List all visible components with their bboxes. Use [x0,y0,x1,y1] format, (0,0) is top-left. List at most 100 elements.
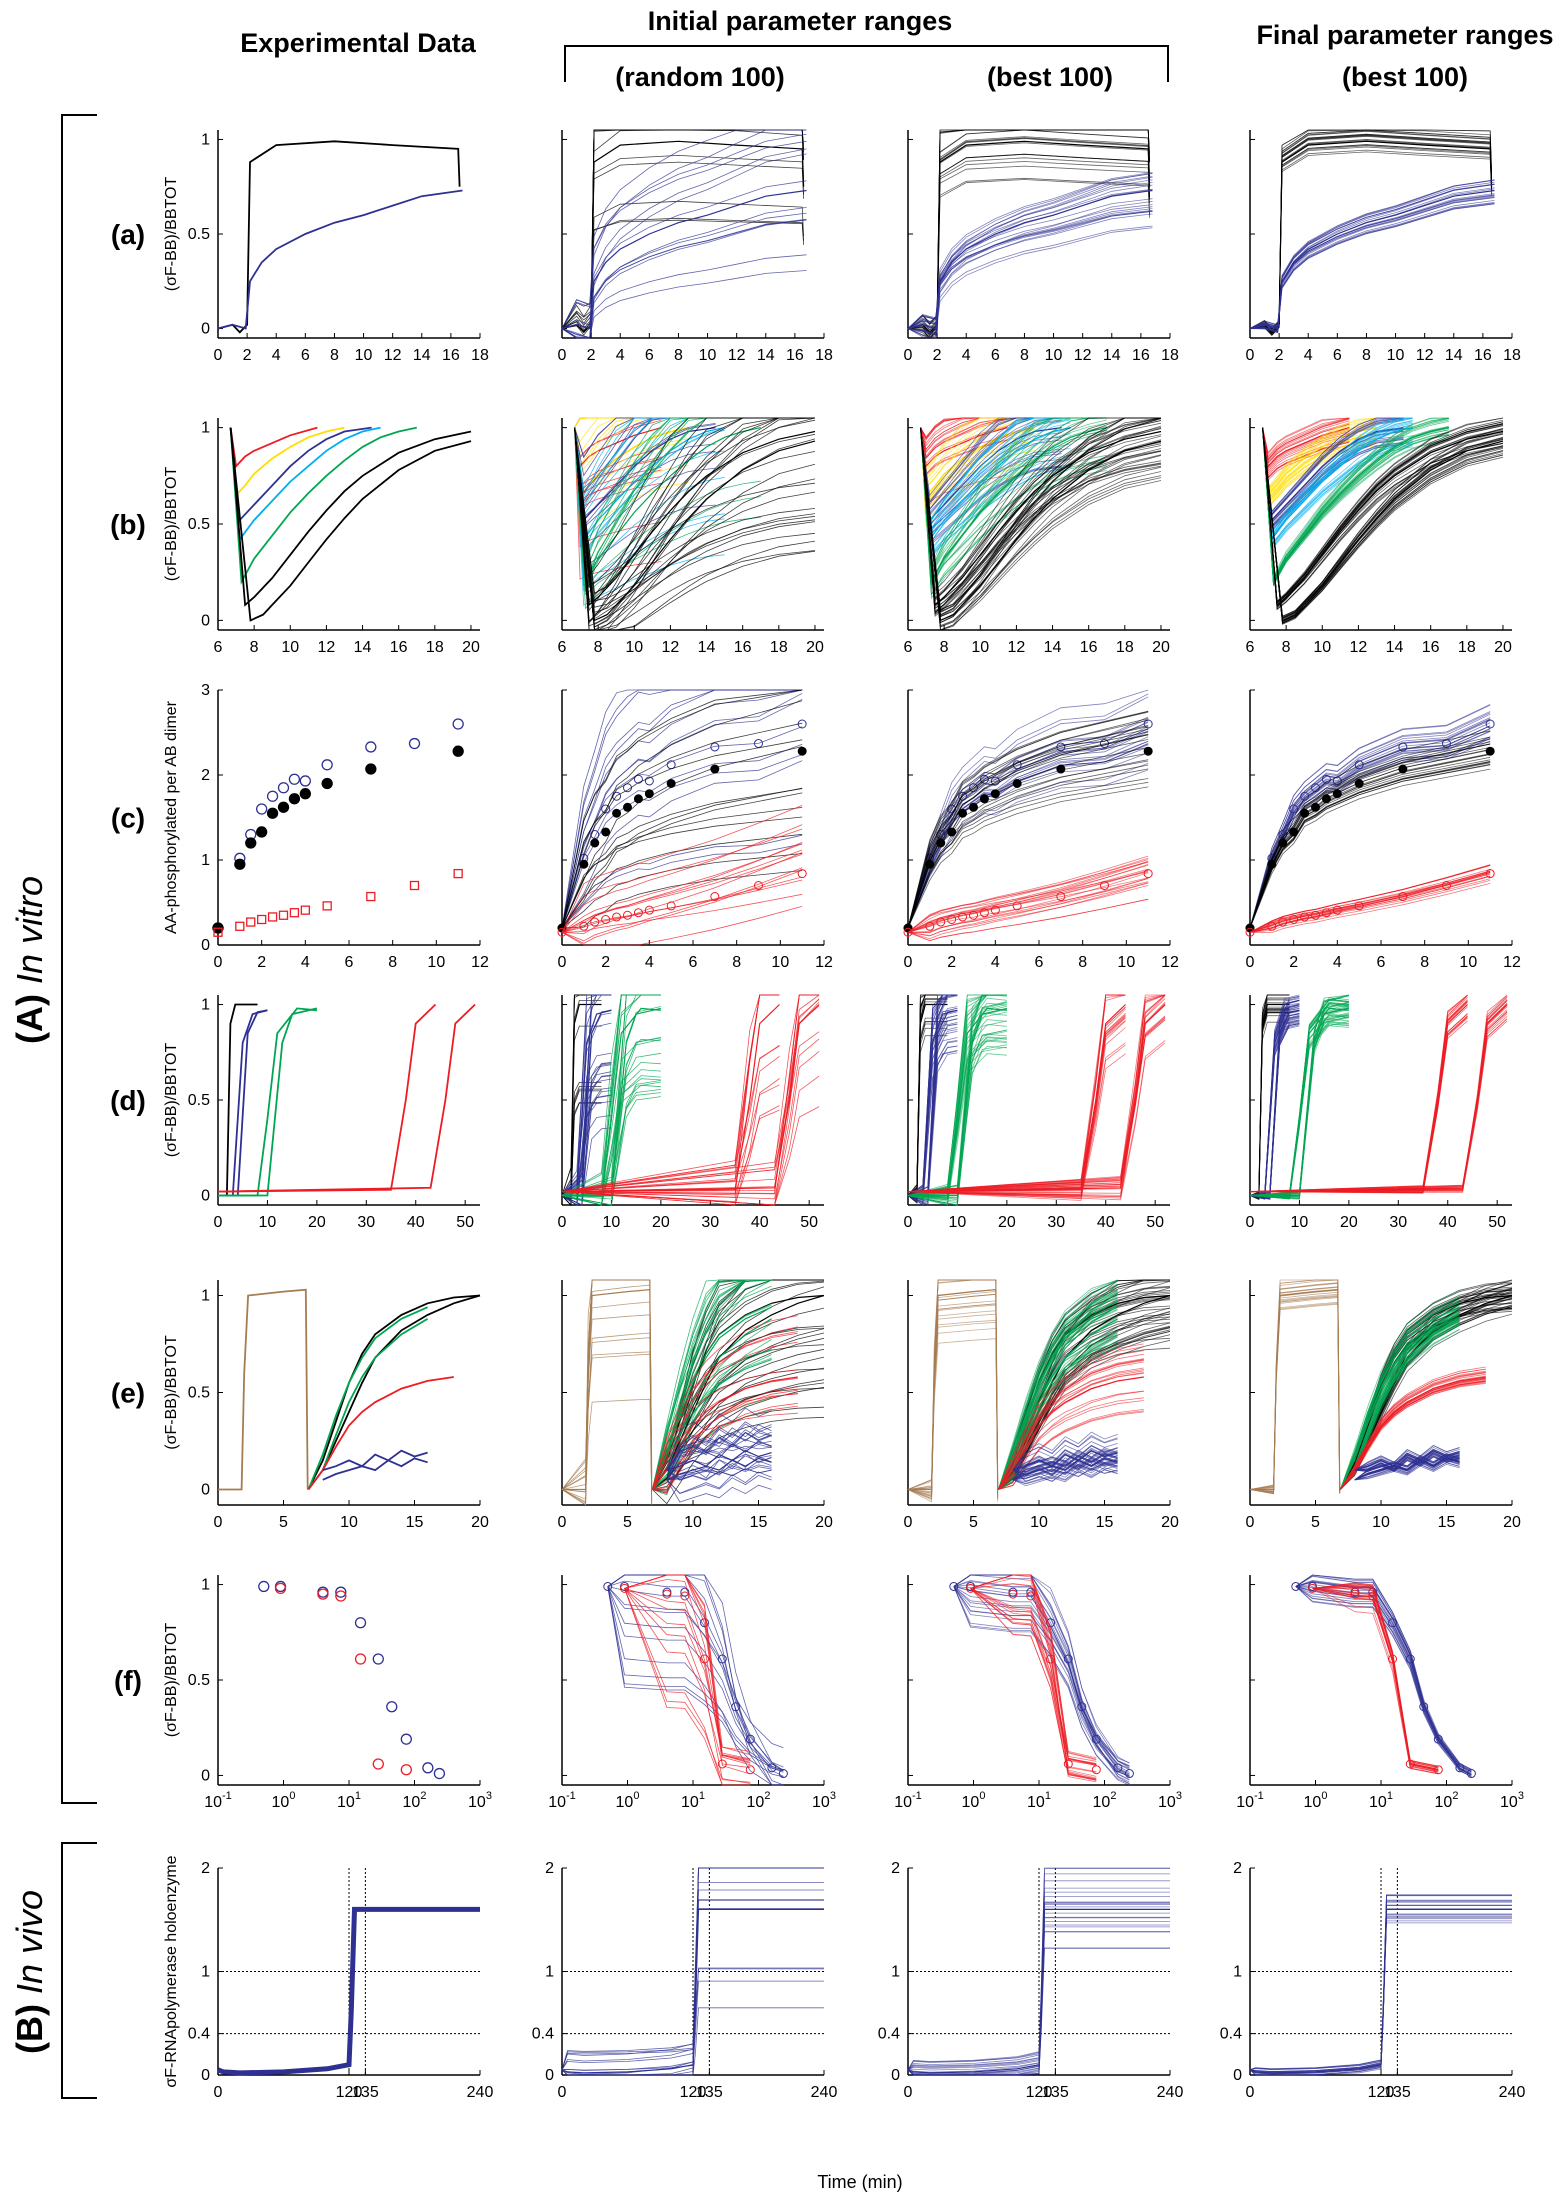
data-point-red [274,1582,287,1595]
overlay-line-black2 [1262,427,1504,622]
x-tick-exponent: 2 [1110,1790,1116,1802]
sim-line-blue2 [1354,1463,1460,1481]
x-tick-label: 10-1 [894,1790,922,1811]
in-vitro-text: In vitro [9,876,50,984]
data-point-red-square [300,905,310,915]
data-point-red-square [213,927,223,937]
series-line-red2 [217,1003,476,1193]
y-tick-label: 0.5 [188,1672,210,1689]
sim-line-red [998,1358,1144,1490]
x-tick-label: 240 [811,2084,838,2101]
data-point-red-square [246,917,256,927]
sim-line-red [624,1588,751,1783]
sim-line-red [1312,1588,1439,1775]
x-tick-label: 10 [1372,1514,1390,1531]
sim-line-brown [1249,1295,1341,1490]
x-tick-label: 5 [623,1514,632,1531]
sim-line-red [652,1377,798,1490]
x-tick-label: 14 [698,639,716,656]
data-point-blue-open [299,775,311,787]
x-tick-label: 6 [904,639,913,656]
x-tick-label: 16 [390,639,408,656]
sim-line-green [574,427,761,596]
sim-line-black-filled [1249,730,1491,929]
in-vivo-label: (B) In vivo [9,1890,50,2054]
overlay-point-blue-open [612,791,622,801]
x-tick-label: 18 [1116,639,1134,656]
sim-line-black-filled [561,739,803,929]
x-tick-label: 0 [214,1214,223,1231]
overlay-line-brown [562,1289,653,1491]
sim-line-blue2 [561,1075,612,1196]
sim-line-black2 [920,427,1162,627]
sim-line-red2 [907,1042,1166,1201]
x-tick-label: 20 [998,1214,1016,1231]
sim-line-brown [1249,1286,1341,1494]
sim-line-blue1 [1012,1441,1118,1471]
sim-line-cyan [574,427,725,543]
sim-line-brown [907,1291,999,1501]
overlay-line-green [920,427,1107,584]
overlay-point-blue [1388,1618,1398,1628]
overlay-line-blue [907,189,1153,330]
overlay-point-black-filled [1056,764,1066,774]
overlay-line-blue [1249,1908,1512,2074]
x-tick-label: 6 [1333,347,1342,364]
overlay-line-black2 [574,427,816,622]
panel-d-col4: 0 10 20 30 40 50 [1246,994,1512,1231]
x-tick-label: 40 [751,1214,769,1231]
sim-line-red-square [561,805,803,933]
overlay-point-red [1368,1591,1378,1601]
sim-line-brown [1249,1296,1341,1490]
sim-line-black2 [574,417,816,626]
sim-line-cyan [920,419,1071,539]
overlay-point-blue-open [1354,760,1364,770]
sim-line-red [1312,1588,1439,1767]
overlay-point-red-square [1289,915,1299,924]
series-line-red1 [217,1003,437,1193]
sim-line-blue2 [907,1040,958,1196]
overlay-point-black-filled [579,859,589,869]
overlay-point-red [662,1589,672,1599]
y-tick-label: 2 [1233,1860,1242,1877]
sim-line-blue [561,133,807,329]
x-tick-exponent: -1 [912,1790,922,1802]
x-tick-label: 0 [558,1514,567,1531]
x-tick-label: 240 [1157,2084,1184,2101]
x-tick-label: 6 [214,639,223,656]
x-tick-label: 4 [991,954,1000,971]
sim-line-red [998,1343,1144,1490]
sim-line-blue [907,173,1153,336]
series-line-green [229,426,417,585]
sim-line-red [1312,1588,1439,1771]
sim-line-black1 [920,417,1161,602]
sim-line-brown [907,1279,999,1503]
x-tick-exponent: 1 [1045,1790,1051,1802]
sim-line-brown [561,1279,653,1490]
x-tick-label: 10 [1117,954,1135,971]
sim-line-blue [561,129,807,329]
sim-line-brown [907,1303,999,1500]
sim-line-blue [907,210,1153,329]
overlay-point-blue [1405,1654,1415,1664]
x-tick-label: 14 [757,347,775,364]
sim-line-blue2 [666,1471,772,1494]
sim-line-red2 [561,998,820,1192]
overlay-line-brown [1250,1289,1341,1491]
x-tick-label: 8 [330,347,339,364]
sim-line-blue [1249,183,1495,334]
series-line-black2 [229,427,472,622]
sim-line-black-filled [561,746,803,929]
x-tick-label: 2 [1275,347,1284,364]
overlay-point-black-filled [1267,859,1277,869]
x-tick-label: 0 [214,954,223,971]
overlay-point-red-square [1485,869,1495,879]
x-tick-label: 12 [1503,954,1521,971]
sim-line-black1 [574,427,816,623]
overlay-point-black-filled [1354,779,1364,788]
panel-e-col4: 0 5 10 15 20 [1246,1279,1521,1531]
overlay-line-red [997,1376,1144,1490]
sim-line-black-filled [561,807,803,929]
sim-line-brown [1249,1282,1341,1494]
